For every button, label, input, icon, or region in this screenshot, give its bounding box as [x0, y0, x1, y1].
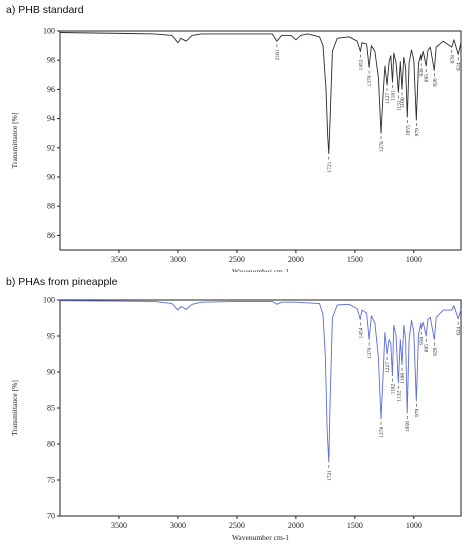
chart-a-ytick-label: 88: [47, 202, 55, 211]
chart-a-peak-label: 678: [450, 55, 456, 64]
chart-b-ytick-label: 80: [47, 440, 55, 449]
chart-b-peak-label: 895: [424, 344, 430, 353]
chart-a-xtick-label: 3000: [170, 255, 186, 264]
chart-b-peak-label: 979: [414, 409, 420, 418]
chart-b-xaxis-label: Wavenumber cm-1: [232, 533, 289, 542]
chart-a-spectrum-line: [59, 32, 462, 155]
chart-a-ytick-label: 100: [43, 27, 55, 36]
chart-a-peak-label: 1181: [390, 90, 396, 101]
chart-b-peak-label: 624: [456, 326, 462, 335]
chart-a-peak-label: 938: [419, 68, 425, 77]
chart-a-peak-label: 895: [424, 74, 430, 83]
chart-a-peak-label: 979: [414, 128, 420, 137]
chart-a-peak-label: 1227: [385, 93, 391, 104]
chart-b-peak-label: 1278: [379, 427, 385, 438]
chart-b-peak-label: 1132: [396, 391, 402, 402]
chart-b-plot-frame: [59, 299, 462, 517]
chart-a-xtick-label: 2000: [288, 255, 304, 264]
chart-b-peak-label: 1227: [385, 362, 391, 373]
chart-a-peak-label: 1453: [358, 59, 364, 70]
chart-a-title: a) PHB standard: [6, 4, 84, 16]
chart-a-ytick-label: 96: [47, 85, 55, 94]
chart-b-xtick-label: 1500: [347, 521, 363, 530]
chart-b-xtick-label: 3000: [170, 521, 186, 530]
chart-a-xtick-label: 1500: [347, 255, 363, 264]
chart-b-ytick-label: 70: [47, 512, 55, 521]
chart-a-peak-label: 1278: [379, 141, 385, 152]
chart-a-peak-label: 1379: [367, 75, 373, 86]
chart-a-peak-label: 1100: [400, 97, 406, 108]
chart-b-peak-label: 1182: [390, 383, 396, 394]
chart-b-ytick-label: 90: [47, 368, 55, 377]
chart-b-ytick-label: 75: [47, 476, 55, 485]
chart-a-plot-frame: [59, 30, 462, 251]
chart-a-peak-label: 1721: [327, 161, 333, 172]
chart-b-ytick-label: 85: [47, 404, 55, 413]
chart-a-ytick-label: 94: [47, 114, 55, 123]
chart-a-xtick-label: 2500: [229, 255, 245, 264]
chart-a-ytick-label: 92: [47, 143, 55, 152]
chart-b-peak-label: 1454: [358, 327, 364, 338]
chart-a-peak-label: 2161: [275, 49, 281, 60]
chart-a: 86 88 90 92 94 96 98 100 3500 3000 2500 2000 1500 100…: [10, 27, 462, 273]
chart-b-xtick-label: 1000: [406, 521, 422, 530]
chart-b-spectrum-line: [59, 300, 462, 463]
chart-a-xtick-label: 3500: [111, 255, 127, 264]
chart-a-xtick-label: 1000: [406, 255, 422, 264]
chart-b-peak-label: 826: [432, 347, 438, 356]
chart-a-ytick-label: 98: [47, 56, 55, 65]
chart-b-ytick-label: 100: [43, 296, 55, 305]
chart-a-yaxis-label: Transmittance [%]: [10, 113, 19, 169]
chart-a-ytick-label: 90: [47, 173, 55, 182]
chart-b-peak-label: 1379: [367, 347, 373, 358]
chart-b-title: b) PHAs from pineapple: [6, 276, 118, 288]
chart-b-yaxis-label: Transmittance [%]: [10, 380, 19, 436]
chart-b-peak-label: 1721: [327, 470, 333, 481]
chart-a-peak-label: 1131: [396, 100, 402, 111]
chart-a-peak-label: 826: [432, 78, 438, 87]
chart-b-ytick-label: 95: [47, 332, 55, 341]
chart-a-peak-label: 624: [456, 62, 462, 71]
chart-b-peak-label: 1056: [405, 421, 411, 432]
chart-b-xtick-label: 2500: [229, 521, 245, 530]
chart-b-peak-label: 1100: [400, 373, 406, 384]
chart-a-ytick-label: 86: [47, 231, 55, 240]
chart-a-peak-label: 1055: [405, 125, 411, 136]
chart-b-xtick-label: 2000: [288, 521, 304, 530]
chart-b-peak-label: 938: [419, 337, 425, 346]
chart-a-xaxis-label: Wavenumber cm-1: [232, 267, 289, 272]
chart-b-xtick-label: 3500: [111, 521, 127, 530]
